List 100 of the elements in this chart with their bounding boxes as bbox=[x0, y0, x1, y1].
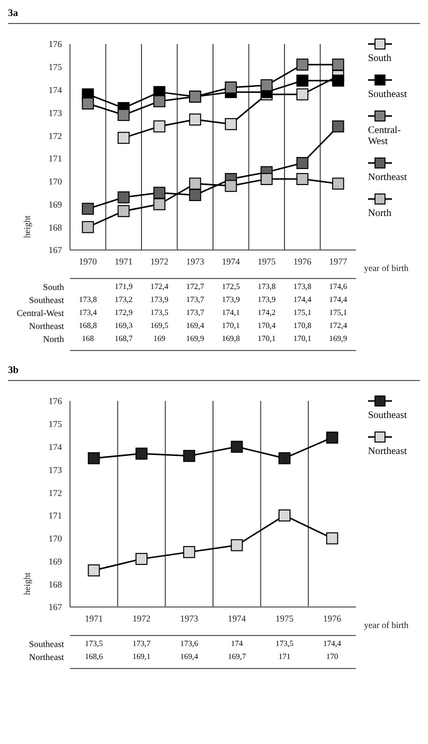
point bbox=[224, 180, 237, 192]
data-label: 169,4 bbox=[185, 321, 206, 330]
point bbox=[82, 202, 94, 215]
data-label: 174,4 bbox=[328, 295, 348, 304]
point bbox=[332, 120, 344, 132]
x-tick-label: 1977 bbox=[329, 256, 348, 266]
point bbox=[230, 440, 243, 453]
x-tick-label: 1975 bbox=[276, 613, 294, 624]
legend-label: Northeast bbox=[368, 446, 407, 457]
data-label: 173,9 bbox=[220, 295, 241, 304]
data-label: 173,8 bbox=[256, 282, 277, 291]
data-label: 170,8 bbox=[292, 321, 312, 330]
x-tick-label: 1975 bbox=[258, 256, 276, 266]
data-label: 170,4 bbox=[256, 321, 277, 330]
data-label: 171 bbox=[277, 652, 292, 661]
point bbox=[189, 189, 202, 202]
y-tick-label: 167 bbox=[48, 602, 62, 612]
data-label: 173,4 bbox=[78, 308, 98, 317]
data-label: 174,2 bbox=[256, 308, 277, 317]
data-label: 170,1 bbox=[292, 334, 312, 343]
point bbox=[118, 132, 130, 144]
data-label: 171,9 bbox=[114, 282, 134, 291]
data-label: 173,7 bbox=[131, 639, 152, 648]
data-label: 173,2 bbox=[114, 295, 134, 304]
point bbox=[136, 448, 148, 460]
data-label: 173,8 bbox=[78, 295, 98, 304]
y-tick-label: 167 bbox=[48, 245, 62, 256]
legend-label: Northeast bbox=[368, 172, 408, 183]
data-label: 172,4 bbox=[328, 321, 348, 330]
text: Southeast bbox=[29, 295, 64, 305]
data-label: 174,4 bbox=[322, 639, 342, 648]
data-label: 172,5 bbox=[220, 282, 241, 291]
data-label: 169,4 bbox=[179, 652, 200, 661]
data-label: 173,8 bbox=[292, 282, 312, 291]
data-label: 169,7 bbox=[226, 652, 247, 661]
point bbox=[332, 74, 344, 87]
point bbox=[82, 98, 94, 110]
x-tick-label: 1970 bbox=[78, 256, 98, 266]
point bbox=[296, 157, 308, 170]
data-label: 174,6 bbox=[328, 282, 348, 291]
data-label: 172,7 bbox=[185, 282, 206, 291]
x-tick-label: 1972 bbox=[150, 256, 168, 266]
point bbox=[224, 81, 237, 94]
y-tick-label: 171 bbox=[48, 510, 62, 521]
data-label: 173,7 bbox=[185, 308, 206, 317]
point bbox=[153, 198, 166, 210]
data-label: 173,6 bbox=[179, 639, 200, 648]
x-tick-label: 1976 bbox=[293, 256, 312, 266]
data-label: 172,9 bbox=[114, 308, 134, 317]
y-tick-label: 176 bbox=[48, 396, 62, 406]
chart-title: 3a bbox=[8, 8, 420, 24]
data-label: 169,3 bbox=[114, 321, 134, 330]
point bbox=[326, 532, 338, 544]
point bbox=[183, 546, 196, 558]
x-axis-title: year of birth bbox=[364, 620, 409, 630]
y-axis-title: height bbox=[22, 572, 32, 595]
data-label: 174,1 bbox=[220, 308, 241, 317]
x-tick-label: 1974 bbox=[228, 613, 246, 624]
point bbox=[332, 178, 344, 190]
legend-label: South bbox=[368, 53, 392, 64]
data-label: 169 bbox=[152, 334, 166, 343]
point bbox=[260, 79, 273, 92]
point bbox=[118, 108, 130, 121]
data-label: 170,1 bbox=[256, 334, 277, 343]
x-tick-label: 1971 bbox=[114, 256, 133, 266]
data-label: 173,7 bbox=[185, 295, 206, 304]
point bbox=[230, 539, 243, 552]
y-tick-label: 176 bbox=[48, 39, 62, 50]
y-tick-label: 172 bbox=[48, 130, 62, 141]
data-label: 175,1 bbox=[292, 308, 312, 317]
point bbox=[296, 74, 308, 87]
y-tick-label: 175 bbox=[48, 62, 62, 72]
text: Northeast bbox=[29, 321, 64, 331]
data-label: 173,9 bbox=[149, 295, 170, 304]
y-tick-label: 170 bbox=[48, 534, 62, 544]
legend-label: Southeast bbox=[368, 89, 408, 100]
legend-label: Southeast bbox=[368, 410, 407, 421]
x-tick-label: 1976 bbox=[323, 613, 342, 624]
x-tick-label: 1971 bbox=[84, 613, 103, 624]
data-label: 173,5 bbox=[149, 308, 170, 317]
x-tick-label: 1972 bbox=[132, 613, 150, 624]
text: North bbox=[43, 334, 64, 344]
point bbox=[183, 450, 196, 462]
point bbox=[153, 186, 166, 199]
chart-title: 3b bbox=[8, 365, 420, 381]
point bbox=[224, 118, 237, 130]
point bbox=[153, 120, 166, 132]
point bbox=[332, 58, 344, 71]
data-label: 175,1 bbox=[328, 308, 348, 317]
y-tick-label: 175 bbox=[48, 419, 62, 430]
x-tick-label: 1973 bbox=[180, 613, 199, 624]
data-label: 169,1 bbox=[131, 652, 152, 661]
point bbox=[260, 173, 273, 186]
point bbox=[153, 95, 166, 108]
data-label: 170,1 bbox=[220, 321, 241, 330]
data-label: 174,4 bbox=[292, 295, 312, 304]
point bbox=[136, 552, 148, 565]
data-label: 173,9 bbox=[256, 295, 277, 304]
text: Southeast bbox=[29, 639, 64, 649]
y-tick-label: 174 bbox=[48, 84, 62, 95]
